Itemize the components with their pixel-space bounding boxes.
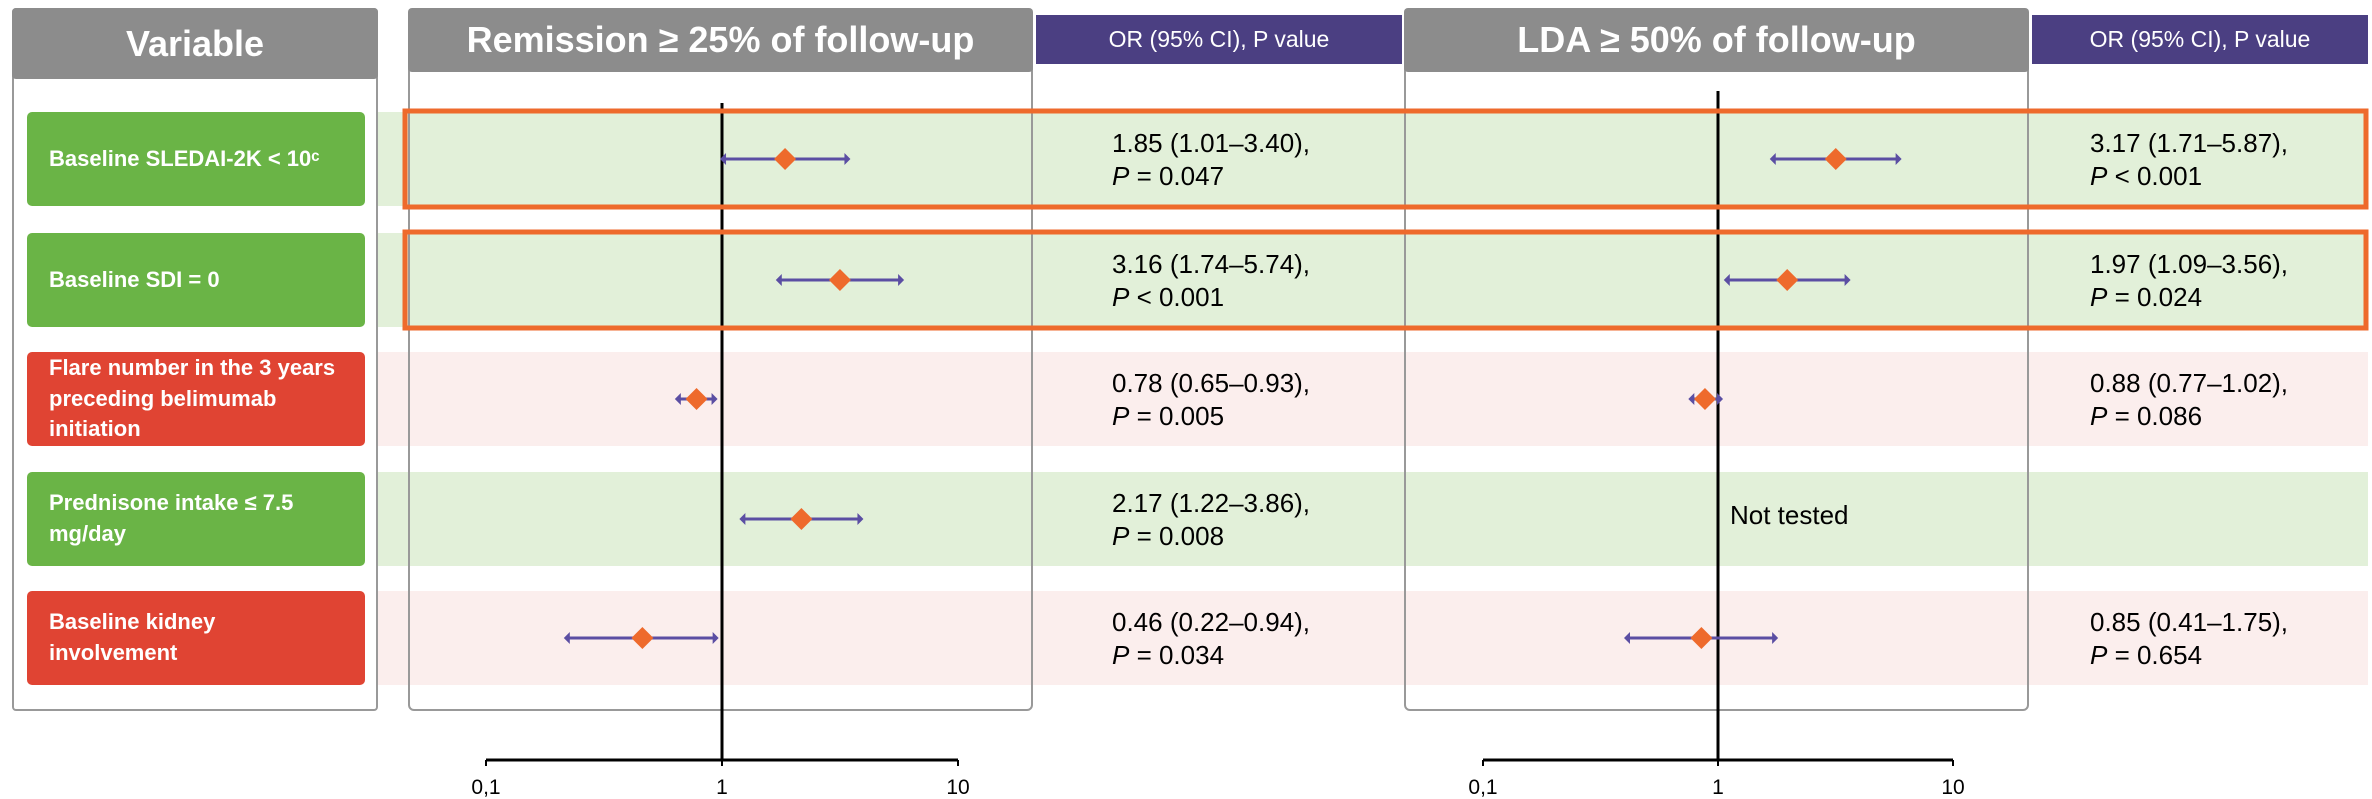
or-marker bbox=[774, 148, 797, 170]
row-band bbox=[378, 472, 2368, 566]
highlight-box bbox=[402, 108, 2369, 210]
variable-label: Baseline SLEDAI-2K < 10ᶜ bbox=[27, 112, 365, 206]
or-marker bbox=[1824, 148, 1847, 170]
ci-cap bbox=[1624, 632, 1631, 644]
stat-text: 1.97 (1.09–3.56), P = 0.024 bbox=[2090, 248, 2288, 313]
or-ci-label: 0.78 (0.65–0.93), bbox=[1112, 368, 1311, 398]
ci-cap bbox=[563, 632, 570, 644]
ci-cap bbox=[1769, 153, 1776, 165]
ci-cap bbox=[1844, 274, 1851, 286]
ci-cap bbox=[857, 513, 864, 525]
or-marker bbox=[828, 269, 851, 291]
ci-cap bbox=[1895, 153, 1902, 165]
variable-label: Flare number in the 3 years preceding be… bbox=[27, 352, 365, 446]
stat-text: 0.88 (0.77–1.02), P = 0.086 bbox=[2090, 367, 2288, 432]
annotation: Not tested bbox=[1730, 500, 1849, 530]
x-tick-label: 0,1 bbox=[471, 776, 500, 799]
or-marker bbox=[1776, 269, 1799, 291]
stat-text: 3.17 (1.71–5.87), P < 0.001 bbox=[2090, 127, 2288, 192]
row-band bbox=[378, 112, 2368, 206]
x-tick-label: 1 bbox=[716, 776, 728, 799]
p-value-label: P = 0.008 bbox=[1112, 520, 1225, 551]
or-marker bbox=[1690, 627, 1713, 649]
or-marker bbox=[790, 508, 813, 530]
or-marker bbox=[631, 627, 654, 649]
variable-header: Variable bbox=[12, 8, 378, 79]
ci-cap bbox=[711, 393, 718, 405]
p-value-label: P < 0.001 bbox=[1112, 281, 1225, 312]
p-value-label: P = 0.047 bbox=[1112, 160, 1225, 191]
or-ci-label: 1.97 (1.09–3.56), bbox=[2090, 249, 2289, 279]
variable-label: Baseline SDI = 0 bbox=[27, 233, 365, 327]
ci-cap bbox=[1723, 274, 1730, 286]
stat-text: 2.17 (1.22–3.86), P = 0.008 bbox=[1112, 487, 1310, 552]
stat-text: 0.46 (0.22–0.94), P = 0.034 bbox=[1112, 606, 1310, 671]
x-tick-label: 0,1 bbox=[1468, 776, 1497, 799]
x-tick-label: 10 bbox=[1941, 776, 1964, 799]
ci-cap bbox=[739, 513, 746, 525]
p-value-label: P = 0.654 bbox=[2090, 639, 2203, 670]
or-marker bbox=[685, 388, 708, 410]
or-ci-label: 3.16 (1.74–5.74), bbox=[1112, 249, 1311, 279]
or-marker bbox=[1693, 388, 1716, 410]
p-value-label: P < 0.001 bbox=[2090, 160, 2203, 191]
or-ci-label: 1.85 (1.01–3.40), bbox=[1112, 128, 1311, 158]
ci-cap bbox=[1772, 632, 1779, 644]
or-ci-label: 2.17 (1.22–3.86), bbox=[1112, 488, 1311, 518]
panel-title: Remission ≥ 25% of follow-up bbox=[408, 8, 1033, 72]
ci-cap bbox=[775, 274, 782, 286]
or-ci-label: 3.17 (1.71–5.87), bbox=[2090, 128, 2289, 158]
row-band bbox=[378, 233, 2368, 327]
variable-label: Baseline kidney involvement bbox=[27, 591, 365, 685]
ci-cap bbox=[712, 632, 719, 644]
ci-cap bbox=[674, 393, 681, 405]
ci-cap bbox=[1717, 393, 1724, 405]
p-value-label: P = 0.086 bbox=[2090, 400, 2203, 431]
x-tick-label: 1 bbox=[1712, 776, 1724, 799]
or-ci-label: 0.85 (0.41–1.75), bbox=[2090, 607, 2289, 637]
highlight-box bbox=[402, 229, 2369, 331]
stat-text: 0.85 (0.41–1.75), P = 0.654 bbox=[2090, 606, 2288, 671]
panel-title: LDA ≥ 50% of follow-up bbox=[1404, 8, 2029, 72]
ci-cap bbox=[1688, 393, 1695, 405]
stat-text: 0.78 (0.65–0.93), P = 0.005 bbox=[1112, 367, 1310, 432]
ci-cap bbox=[844, 153, 851, 165]
p-value-label: P = 0.024 bbox=[2090, 281, 2203, 312]
x-tick-label: 10 bbox=[946, 776, 969, 799]
or-ci-label: 0.46 (0.22–0.94), bbox=[1112, 607, 1311, 637]
or-ci-label: 0.88 (0.77–1.02), bbox=[2090, 368, 2289, 398]
stat-text: 3.16 (1.74–5.74), P < 0.001 bbox=[1112, 248, 1310, 313]
stat-text: 1.85 (1.01–3.40), P = 0.047 bbox=[1112, 127, 1310, 192]
stat-header: OR (95% CI), P value bbox=[2032, 15, 2368, 64]
p-value-label: P = 0.005 bbox=[1112, 400, 1225, 431]
p-value-label: P = 0.034 bbox=[1112, 639, 1225, 670]
stat-header: OR (95% CI), P value bbox=[1036, 15, 1402, 64]
variable-label: Prednisone intake ≤ 7.5 mg/day bbox=[27, 472, 365, 566]
ci-cap bbox=[898, 274, 905, 286]
ci-cap bbox=[720, 153, 727, 165]
